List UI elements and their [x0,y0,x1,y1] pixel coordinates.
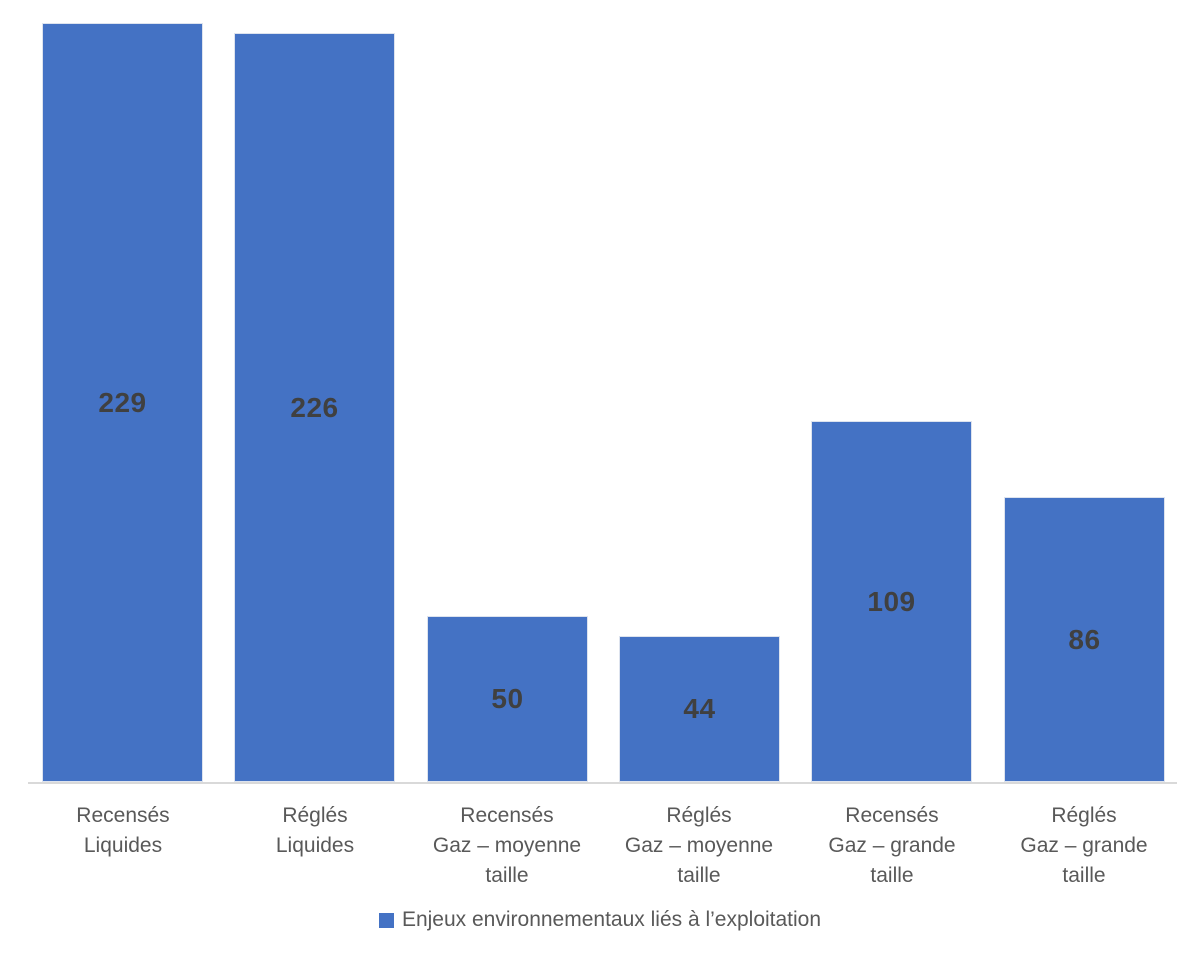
category-label-3: Réglés Gaz – moyenne taille [624,804,774,887]
bar-value-label-5: 86 [1068,623,1101,655]
bar-2: 50 [427,616,588,782]
legend: Enjeux environnementaux liés à l’exploit… [0,903,1200,937]
bar-value-label-1: 226 [290,391,339,423]
bar-0: 229 [42,23,203,782]
category-label-5: Réglés Gaz – grande taille [1020,804,1148,887]
legend-label: Enjeux environnementaux liés à l’exploit… [401,908,822,931]
bar-3: 44 [619,636,780,782]
plot-area: 229 226 50 44 109 86 [42,23,1165,782]
legend-marker-icon [378,912,394,928]
category-label-1: Réglés Liquides [275,804,355,857]
bar-value-label-0: 229 [98,386,147,418]
bar-5: 86 [1004,497,1165,782]
bar-value-label-2: 50 [491,683,524,714]
category-label-2: Recensés Gaz – moyenne taille [432,804,582,887]
category-label-0: Recensés Liquides [76,804,170,857]
bar-4: 109 [811,421,972,782]
category-axis: Recensés Liquides Réglés Liquides Recensés… [0,801,1200,897]
bar-value-label-4: 109 [867,585,916,617]
bar-1: 226 [234,33,395,782]
category-label-4: Recensés Gaz – grande taille [828,804,956,887]
x-axis-line [28,782,1177,784]
bar-value-label-3: 44 [683,693,716,724]
